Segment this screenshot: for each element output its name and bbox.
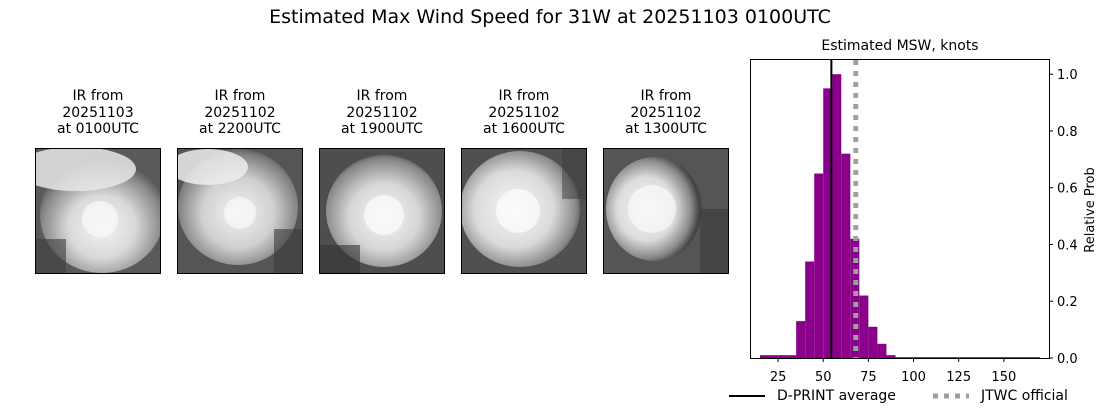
ir-satellite-image	[177, 148, 303, 274]
histogram-bar	[850, 238, 860, 358]
histogram-bar	[823, 88, 833, 358]
histogram-bar	[931, 357, 941, 358]
ir-panel-2: IR from 20251102 at 2200UTC	[177, 88, 303, 274]
ir-panel-1: IR from 20251103 at 0100UTC	[35, 88, 161, 274]
figure-title: Estimated Max Wind Speed for 31W at 2025…	[269, 6, 831, 28]
x-tick-label: 150	[991, 370, 1016, 385]
histogram-bar	[1021, 357, 1031, 358]
ir-caption: IR from 20251103 at 0100UTC	[57, 88, 139, 137]
legend-label: JTWC official	[981, 388, 1068, 404]
ir-caption: IR from 20251102 at 1900UTC	[341, 88, 423, 137]
histogram-bar	[787, 355, 797, 358]
y-axis-label: Relative Prob	[1083, 167, 1098, 252]
x-tick-label: 25	[770, 370, 787, 385]
ir-satellite-image	[35, 148, 161, 274]
y-axis-ticks: 0.0 0.2 0.4 0.6 0.8 1.0	[1049, 68, 1078, 367]
histogram-bar	[967, 357, 977, 358]
legend-item-dprint: D-PRINT average	[729, 386, 896, 406]
y-tick-label: 1.0	[1057, 68, 1078, 83]
histogram-bar	[814, 173, 824, 358]
histogram-bar	[895, 357, 905, 358]
legend-label: D-PRINT average	[777, 388, 896, 404]
ir-caption: IR from 20251102 at 1600UTC	[483, 88, 565, 137]
ir-satellite-image	[603, 148, 729, 274]
histogram-bar	[976, 357, 986, 358]
histogram-bar	[760, 355, 770, 358]
y-tick-label: 0.8	[1057, 125, 1078, 140]
histogram-bar	[778, 355, 788, 358]
y-tick-label: 0.4	[1057, 238, 1078, 253]
x-axis-ticks: 25 50 75 100 125 150	[770, 358, 1016, 385]
histogram-bar	[796, 321, 806, 358]
plot-frame	[750, 59, 1050, 359]
histogram-bar	[868, 326, 878, 358]
histogram-bars	[760, 74, 1040, 358]
ir-satellite-image	[461, 148, 587, 274]
histogram-bar	[985, 357, 995, 358]
y-tick-label: 0.0	[1057, 352, 1078, 367]
y-tick-label: 0.6	[1057, 182, 1078, 197]
x-tick-label: 125	[946, 370, 971, 385]
ir-satellite-image	[319, 148, 445, 274]
ir-panel-4: IR from 20251102 at 1600UTC	[461, 88, 587, 274]
histogram-bar	[877, 343, 887, 358]
legend-solid-line-icon	[729, 395, 765, 397]
histogram-bar	[922, 357, 932, 358]
histogram-bar	[958, 357, 968, 358]
histogram-bar	[832, 74, 842, 358]
y-tick-label: 0.2	[1057, 295, 1078, 310]
chart-legend: D-PRINT average JTWC official	[725, 386, 1100, 408]
histogram-bar	[805, 261, 815, 358]
ir-caption: IR from 20251102 at 1300UTC	[625, 88, 707, 137]
histogram-bar	[949, 357, 959, 358]
histogram-bar	[886, 355, 896, 358]
histogram-bar	[1003, 357, 1013, 358]
x-tick-label: 100	[901, 370, 926, 385]
histogram-bar	[904, 357, 914, 358]
ir-caption: IR from 20251102 at 2200UTC	[199, 88, 281, 137]
legend-dotted-line-icon	[933, 393, 969, 399]
histogram-bar	[769, 355, 779, 358]
chart-title: Estimated MSW, knots	[821, 38, 978, 54]
histogram-bar	[913, 357, 923, 358]
histogram-bar	[1012, 357, 1022, 358]
ir-panel-3: IR from 20251102 at 1900UTC	[319, 88, 445, 274]
histogram-bar	[859, 295, 869, 358]
legend-item-jtwc: JTWC official	[933, 386, 1068, 406]
reference-lines	[830, 60, 859, 358]
x-tick-label: 50	[815, 370, 832, 385]
histogram-bar	[994, 357, 1004, 358]
ir-panel-5: IR from 20251102 at 1300UTC	[603, 88, 729, 274]
histogram-bar	[1030, 357, 1040, 358]
histogram-bar	[940, 357, 950, 358]
histogram-bar	[841, 153, 851, 358]
x-tick-label: 75	[860, 370, 877, 385]
